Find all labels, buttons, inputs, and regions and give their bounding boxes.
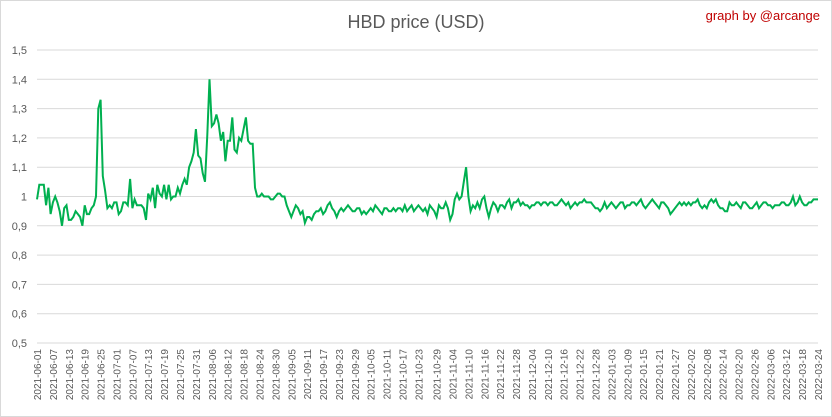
- x-tick-label: 2022-03-06: [766, 349, 777, 401]
- x-tick-label: 2021-07-13: [144, 349, 155, 401]
- x-tick-label: 2022-02-26: [750, 349, 761, 401]
- y-tick-label: 1,5: [12, 45, 27, 57]
- x-tick-label: 2021-12-28: [592, 349, 603, 401]
- x-tick-label: 2021-09-11: [303, 349, 314, 400]
- x-tick-label: 2021-12-10: [544, 349, 555, 401]
- x-tick-label: 2021-10-29: [433, 349, 444, 401]
- x-tick-label: 2021-11-16: [480, 349, 491, 400]
- x-axis-ticks: 2021-06-01 2021-06-07 2021-06-13 2021-06-19…: [33, 349, 825, 401]
- x-tick-label: 2021-07-07: [128, 349, 139, 401]
- x-tick-label: 2022-01-09: [623, 349, 634, 401]
- y-tick-label: 1,4: [12, 74, 27, 86]
- x-tick-label: 2021-06-13: [65, 349, 76, 401]
- x-tick-label: 2021-08-06: [208, 349, 219, 401]
- x-tick-label: 2022-01-21: [655, 349, 666, 401]
- x-tick-label: 2022-01-27: [671, 349, 682, 401]
- x-tick-label: 2021-11-10: [464, 349, 475, 400]
- x-tick-label: 2022-02-14: [719, 349, 730, 401]
- y-tick-label: 0,6: [12, 309, 27, 321]
- x-tick-label: 2021-10-11: [383, 349, 394, 400]
- x-tick-label: 2022-02-20: [735, 349, 746, 401]
- x-tick-label: 2022-01-03: [607, 349, 618, 401]
- chart-title: HBD price (USD): [347, 12, 485, 32]
- y-tick-label: 0,9: [12, 221, 27, 233]
- y-tick-label: 1: [21, 192, 27, 204]
- x-tick-label: 2021-08-24: [255, 349, 266, 401]
- x-tick-label: 2021-08-12: [224, 349, 235, 401]
- x-tick-label: 2022-02-02: [687, 349, 698, 401]
- x-tick-label: 2022-03-24: [814, 349, 825, 401]
- x-tick-label: 2021-06-07: [49, 349, 60, 401]
- x-tick-label: 2022-02-08: [703, 349, 714, 401]
- x-tick-label: 2021-07-25: [176, 349, 187, 401]
- x-tick-label: 2021-06-25: [97, 349, 108, 401]
- x-tick-label: 2021-09-05: [287, 349, 298, 401]
- x-tick-label: 2021-09-29: [351, 349, 362, 401]
- x-tick-label: 2021-12-16: [560, 349, 571, 401]
- y-tick-label: 0,5: [12, 338, 27, 350]
- y-axis-ticks: 0,5 0,6 0,7 0,8 0,9 1 1,1 1,2 1,3 1,4 1,5: [12, 45, 27, 350]
- x-tick-label: 2021-11-04: [448, 349, 459, 400]
- x-tick-label: 2022-03-12: [782, 349, 793, 401]
- x-tick-label: 2021-08-18: [240, 349, 251, 401]
- x-tick-label: 2021-07-01: [112, 349, 123, 401]
- x-tick-label: 2021-10-17: [399, 349, 410, 401]
- x-tick-label: 2021-09-23: [335, 349, 346, 401]
- y-tick-label: 1,1: [12, 162, 27, 174]
- x-tick-label: 2021-06-19: [81, 349, 92, 401]
- y-tick-label: 1,3: [12, 104, 27, 116]
- x-tick-label: 2021-11-28: [512, 349, 523, 400]
- x-tick-label: 2021-10-05: [367, 349, 378, 401]
- y-tick-label: 1,2: [12, 133, 27, 145]
- series-line-hbd-price: [36, 79, 818, 227]
- x-tick-label: 2021-12-22: [576, 349, 587, 401]
- x-tick-label: 2022-03-18: [798, 349, 809, 401]
- x-tick-label: 2021-11-22: [496, 349, 507, 400]
- chart-credit: graph by @arcange: [705, 8, 820, 23]
- x-tick-label: 2021-12-04: [528, 349, 539, 401]
- x-tick-label: 2022-01-15: [639, 349, 650, 401]
- x-tick-label: 2021-08-30: [271, 349, 282, 401]
- x-tick-label: 2021-06-01: [33, 349, 44, 401]
- x-tick-label: 2021-09-17: [319, 349, 330, 401]
- y-tick-label: 0,7: [12, 279, 27, 291]
- x-tick-label: 2021-07-31: [192, 349, 203, 401]
- x-tick-label: 2021-10-23: [414, 349, 425, 401]
- x-tick-label: 2021-07-19: [160, 349, 171, 401]
- y-tick-label: 0,8: [12, 250, 27, 262]
